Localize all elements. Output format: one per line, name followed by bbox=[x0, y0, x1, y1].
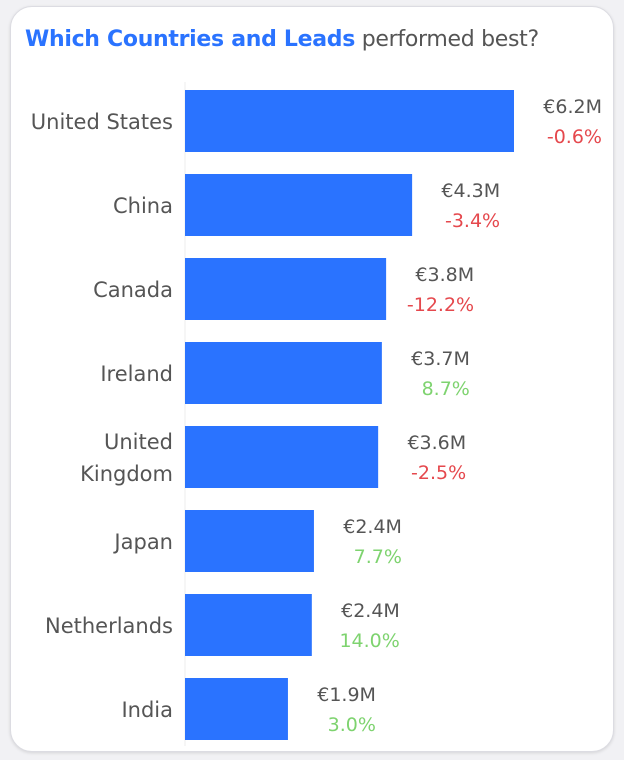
category-label: Canada bbox=[93, 278, 173, 302]
category-label: Kingdom bbox=[80, 462, 173, 486]
change-label: -3.4% bbox=[445, 210, 500, 232]
change-label: -0.6% bbox=[547, 126, 602, 148]
value-label: €2.4M bbox=[341, 600, 400, 622]
value-label: €1.9M bbox=[317, 684, 376, 706]
change-label: 8.7% bbox=[422, 378, 470, 400]
bar bbox=[185, 678, 288, 740]
value-label: €4.3M bbox=[441, 180, 500, 202]
category-label: United bbox=[104, 430, 173, 454]
value-label: €6.2M bbox=[543, 96, 602, 118]
value-label: €3.7M bbox=[411, 348, 470, 370]
bar bbox=[185, 90, 514, 152]
change-label: -2.5% bbox=[411, 462, 466, 484]
category-label: Netherlands bbox=[45, 614, 173, 638]
change-label: 3.0% bbox=[328, 714, 376, 736]
value-label: €3.6M bbox=[407, 432, 466, 454]
chart-title-highlight: Which Countries and Leads bbox=[25, 27, 356, 52]
bar bbox=[185, 342, 382, 404]
value-label: €2.4M bbox=[343, 516, 402, 538]
change-label: 14.0% bbox=[339, 630, 399, 652]
bar bbox=[185, 510, 314, 572]
bar bbox=[185, 594, 312, 656]
bar bbox=[185, 258, 387, 320]
chart-title: Which Countries and Leads performed best… bbox=[25, 27, 539, 52]
category-label: United States bbox=[31, 110, 173, 134]
bar bbox=[185, 174, 413, 236]
value-label: €3.8M bbox=[415, 264, 474, 286]
chart-title-rest: performed best? bbox=[361, 27, 539, 52]
change-label: 7.7% bbox=[354, 546, 402, 568]
change-label: -12.2% bbox=[407, 294, 474, 316]
category-label: Ireland bbox=[100, 362, 173, 386]
bar bbox=[185, 426, 379, 488]
category-label: Japan bbox=[112, 530, 173, 554]
category-label: India bbox=[121, 698, 173, 722]
category-label: China bbox=[113, 194, 173, 218]
